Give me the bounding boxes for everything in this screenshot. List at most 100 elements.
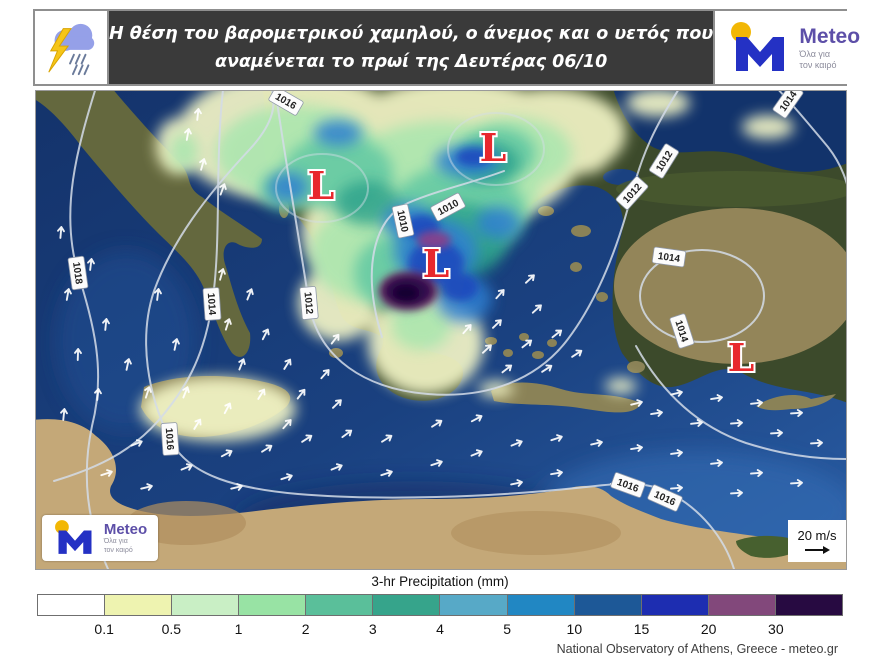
wind-arrow-icon	[330, 333, 340, 345]
svg-text:1010: 1010	[394, 209, 409, 233]
wind-arrow-icon	[282, 419, 292, 430]
forecast-map: 1016 1010 1010 1012 1012 1012 1014 1014 1014 1014…	[35, 90, 847, 570]
wind-arrow-icon	[541, 364, 553, 373]
wind-arrow-icon	[810, 439, 823, 447]
isobar-label: 1010	[391, 203, 415, 239]
wind-arrow-icon	[301, 434, 313, 443]
wind-arrow-icon	[630, 444, 643, 452]
wind-arrow-icon	[510, 479, 523, 487]
colorbar-tick-label: 1	[234, 621, 243, 637]
colorbar-segment	[172, 595, 240, 615]
meteo-m-icon	[54, 520, 92, 554]
wind-arrow-icon	[750, 399, 763, 407]
wind-arrow-icon	[194, 108, 202, 121]
wind-arrow-icon	[246, 288, 254, 301]
wind-arrow-icon	[650, 409, 663, 417]
wind-arrow-icon	[220, 449, 233, 458]
wind-arrow-icon	[320, 369, 330, 380]
wind-arrow-icon	[261, 444, 273, 453]
wind-arrow-icon	[690, 419, 703, 427]
colorbar-segment	[775, 595, 842, 615]
wind-arrow-icon	[510, 439, 523, 447]
wind-arrow-icon	[571, 349, 583, 358]
wind-arrow-icon	[224, 318, 232, 331]
wind-arrow-icon	[219, 183, 227, 196]
wind-arrow-icon	[380, 469, 393, 477]
wind-scale-arrow-icon	[805, 545, 830, 554]
wind-arrow-icon	[60, 408, 68, 421]
wind-arrow-icon	[57, 226, 65, 239]
isobar-label: 1016	[610, 472, 646, 498]
wind-arrow-icon	[470, 449, 483, 457]
meteo-brand-text: Meteo	[103, 521, 148, 539]
colorbar-tick-label: 10	[566, 621, 583, 637]
wind-arrow-icon	[524, 274, 535, 284]
wind-arrow-icon	[770, 429, 783, 437]
colorbar-segment	[373, 595, 441, 615]
wind-arrow-icon	[296, 388, 306, 400]
low-pressure-L: L	[728, 335, 755, 380]
wind-arrow-icon	[124, 358, 132, 371]
low-pressure-L: L	[308, 163, 335, 208]
wind-arrow-icon	[495, 289, 505, 300]
wind-arrow-icon	[430, 459, 443, 467]
wind-arrow-icon	[521, 339, 533, 349]
wind-arrow-icon	[100, 469, 113, 477]
wind-arrow-icon	[87, 258, 95, 271]
storm-icon-box	[35, 11, 109, 84]
wind-arrow-icon	[172, 338, 180, 351]
wind-arrow-icon	[790, 479, 803, 487]
svg-text:1018: 1018	[70, 261, 84, 285]
meteo-brand-text: Meteo	[799, 25, 861, 49]
colorbar-segment	[38, 595, 106, 615]
wind-arrow-icon	[144, 386, 152, 399]
attribution: National Observatory of Athens, Greece -…	[556, 642, 838, 656]
svg-text:1016: 1016	[163, 428, 176, 451]
meteo-logo-map: Meteo Όλα για τον καιρό	[42, 515, 158, 561]
wind-arrow-icon	[332, 399, 342, 409]
wind-arrow-icon	[199, 158, 207, 171]
wind-arrow-icon	[550, 469, 563, 477]
colorbar-tick-label: 15	[633, 621, 650, 637]
wind-arrow-icon	[630, 399, 643, 407]
wind-arrow-icon	[710, 459, 723, 467]
wind-arrow-icon	[381, 434, 393, 443]
map-canvas: 1016101010101012101210121014101410141014…	[36, 91, 846, 569]
wind-arrow-icon	[551, 329, 563, 339]
wind-arrow-icon	[470, 414, 483, 423]
colorbar-tick-label: 2	[301, 621, 310, 637]
wind-arrow-icon	[341, 429, 353, 439]
colorbar-segment	[507, 595, 575, 615]
wind-arrow-icon	[223, 402, 232, 415]
wind-arrow-icon	[230, 483, 243, 491]
wind-arrow-icon	[257, 388, 266, 400]
wind-arrow-icon	[182, 386, 190, 399]
isobar-label: 1016	[647, 484, 683, 512]
colorbar-segment	[574, 595, 642, 615]
colorbar-tick-label: 0.5	[161, 621, 182, 637]
low-pressure-L: L	[423, 241, 450, 286]
wind-arrow-icon	[670, 449, 683, 457]
isobar-label: 1012	[615, 176, 649, 210]
wind-arrow-icon	[280, 473, 293, 481]
wind-arrow-icon	[750, 469, 763, 477]
colorbar-tick-label: 0.1	[94, 621, 114, 637]
low-pressure-L: L	[480, 125, 507, 170]
low-pressure-markers: L L L L	[306, 123, 757, 382]
colorbar-segment	[708, 595, 776, 615]
meteo-m-icon	[731, 21, 785, 71]
isobar-label: 1016	[160, 422, 180, 456]
wind-arrow-icon	[283, 358, 292, 370]
wind-arrow-icon	[102, 318, 110, 331]
wind-arrow-icon	[670, 484, 683, 492]
wind-arrows	[57, 108, 823, 497]
wind-arrow-icon	[431, 419, 443, 428]
wind-arrow-icon	[64, 288, 72, 301]
colorbar-tick-label: 20	[700, 621, 717, 637]
wind-arrow-icon	[154, 288, 162, 301]
isobar-label: 1014	[202, 287, 222, 321]
wind-arrow-icon	[330, 463, 343, 471]
isobar-label: 1014	[651, 246, 687, 268]
wind-arrow-icon	[730, 489, 743, 497]
